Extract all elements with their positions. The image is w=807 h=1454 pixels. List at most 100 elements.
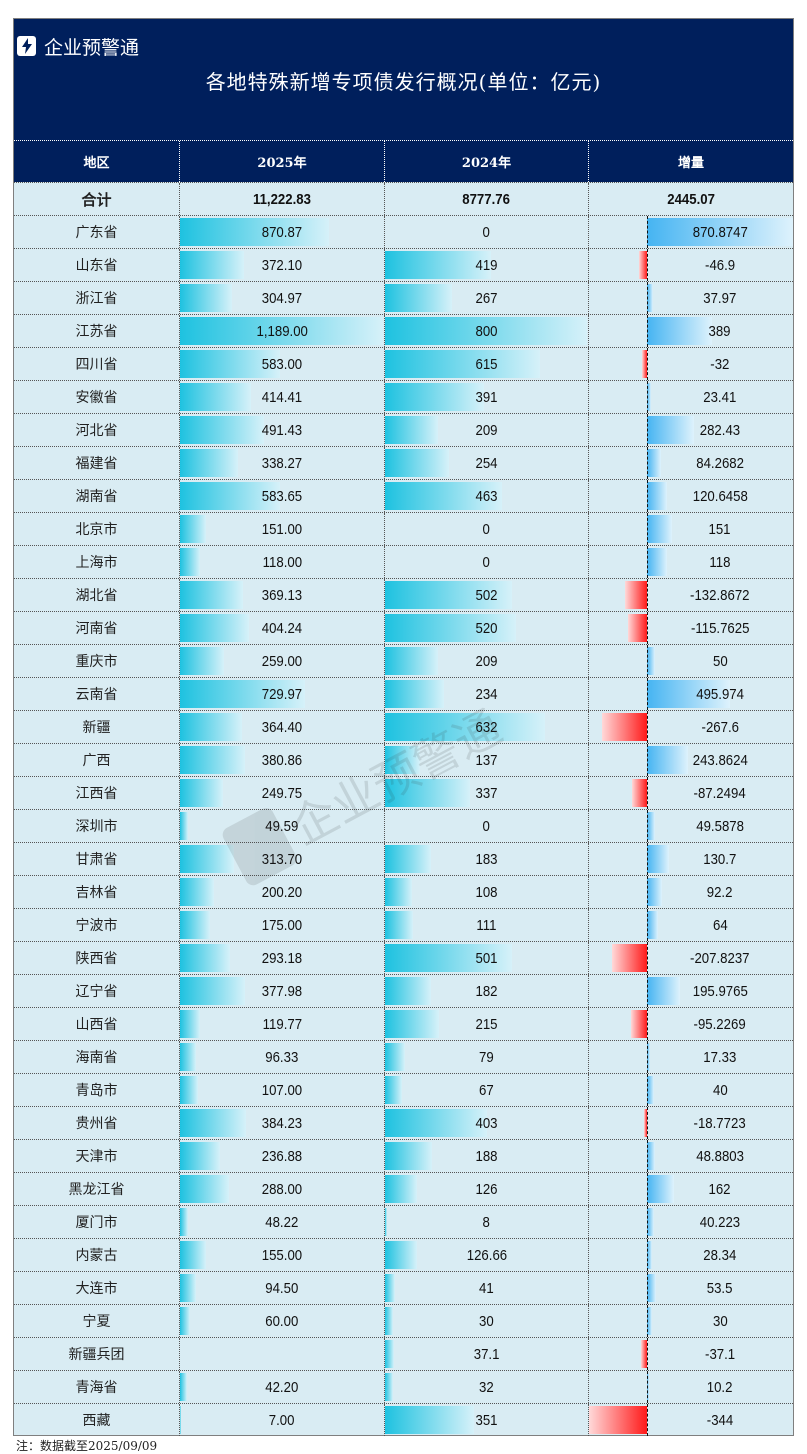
cell-increase: -207.8237 — [589, 942, 793, 974]
bar-2025 — [180, 1241, 207, 1269]
cell-increase: 84.2682 — [589, 447, 793, 479]
bar-2024 — [385, 1373, 394, 1401]
cell-2025: 7.00 — [180, 1404, 385, 1436]
table-row: 陕西省 293.18 501 -207.8237 — [14, 941, 793, 974]
value-2025: 380.86 — [261, 751, 303, 769]
table-row: 重庆市 259.00 209 50 — [14, 644, 793, 677]
increase-value-wrap: 17.33 — [647, 1041, 793, 1073]
cell-increase: 92.2 — [589, 876, 793, 908]
zero-axis — [647, 1404, 648, 1436]
bar-2025 — [180, 449, 238, 477]
cell-2025: 404.24 — [180, 612, 385, 644]
value-2025: 583.65 — [261, 487, 303, 505]
bar-2025 — [180, 1175, 230, 1203]
bar-2025 — [180, 1406, 182, 1434]
region-name: 贵州省 — [14, 1107, 180, 1139]
bar-increase-negative — [641, 350, 647, 378]
value-increase: -32 — [710, 355, 730, 373]
cell-increase: 49.5878 — [589, 810, 793, 842]
bar-2025 — [180, 1142, 221, 1170]
bar-increase-positive — [647, 284, 654, 312]
value-2025: 377.98 — [261, 982, 303, 1000]
bar-2024 — [385, 1010, 440, 1038]
footnote: 注：数据截至2025/09/09 — [16, 1439, 158, 1453]
value-increase: 243.8624 — [692, 751, 748, 769]
cell-2025: 107.00 — [180, 1074, 385, 1106]
table-row: 深圳市 49.59 0 49.5878 — [14, 809, 793, 842]
value-increase: 40.223 — [699, 1213, 741, 1231]
value-increase: -267.6 — [701, 718, 739, 736]
bar-increase-positive — [647, 878, 663, 906]
zero-axis — [647, 480, 648, 512]
value-2025: 96.33 — [265, 1048, 299, 1066]
lightning-icon — [17, 36, 36, 56]
zero-axis — [647, 909, 648, 941]
value-2024: 188 — [475, 1147, 498, 1165]
header-banner: 企业预警通 各地特殊新增专项债发行概况(单位：亿元) — [14, 19, 793, 140]
bar-2024 — [385, 1175, 417, 1203]
region-name: 江西省 — [14, 777, 180, 809]
zero-axis — [647, 1008, 648, 1040]
bar-2024 — [385, 1340, 395, 1368]
bar-increase-positive — [647, 977, 680, 1005]
bar-2025 — [180, 548, 201, 576]
cell-2025: 414.41 — [180, 381, 385, 413]
increase-value-wrap: -132.8672 — [647, 579, 793, 611]
increase-value-wrap: 49.5878 — [647, 810, 793, 842]
value-2025: 259.00 — [261, 652, 303, 670]
bar-2024 — [385, 746, 420, 774]
bar-increase-positive — [647, 1142, 656, 1170]
cell-2025: 304.97 — [180, 282, 385, 314]
cell-2024: 632 — [385, 711, 589, 743]
bar-increase-positive — [647, 1307, 653, 1335]
value-2024: 337 — [475, 784, 498, 802]
value-increase: 84.2682 — [696, 454, 744, 472]
cell-2024: 188 — [385, 1140, 589, 1172]
cell-2025: 96.33 — [180, 1041, 385, 1073]
value-2024: 615 — [475, 355, 498, 373]
value-2024: 0 — [482, 223, 491, 241]
value-2025: 48.22 — [265, 1213, 299, 1231]
cell-2025 — [180, 1338, 385, 1370]
value-2025: 94.50 — [265, 1279, 299, 1297]
region-name: 河北省 — [14, 414, 180, 446]
value-2024: 37.1 — [473, 1345, 500, 1363]
value-increase: 23.41 — [703, 388, 737, 406]
cell-2024: 0 — [385, 513, 589, 545]
cell-2025: 49.59 — [180, 810, 385, 842]
cell-increase: 37.97 — [589, 282, 793, 314]
value-2025: 236.88 — [261, 1147, 303, 1165]
bar-2025 — [180, 1076, 199, 1104]
value-increase: -87.2494 — [693, 784, 747, 802]
cell-2024: 30 — [385, 1305, 589, 1337]
total-increase-value: 2445.07 — [667, 190, 715, 208]
cell-2024: 800 — [385, 315, 589, 347]
value-2024: 632 — [475, 718, 498, 736]
increase-value-wrap: 40.223 — [647, 1206, 793, 1238]
cell-increase: 40.223 — [589, 1206, 793, 1238]
bar-increase-negative — [643, 1109, 647, 1137]
cell-increase: -344 — [589, 1404, 793, 1436]
cell-2025: 60.00 — [180, 1305, 385, 1337]
bar-increase-negative — [602, 713, 647, 741]
bar-2024 — [385, 284, 453, 312]
cell-increase: 130.7 — [589, 843, 793, 875]
table-row: 青海省 42.20 32 10.2 — [14, 1370, 793, 1403]
increase-value-wrap: 282.43 — [647, 414, 793, 446]
table-row: 山东省 372.10 419 -46.9 — [14, 248, 793, 281]
increase-value-wrap: 151 — [647, 513, 793, 545]
bar-2025 — [180, 1109, 246, 1137]
bar-increase-negative — [624, 581, 647, 609]
value-2024: 501 — [475, 949, 498, 967]
cell-2024: 183 — [385, 843, 589, 875]
region-name: 福建省 — [14, 447, 180, 479]
table-row: 宁波市 175.00 111 64 — [14, 908, 793, 941]
table-row: 浙江省 304.97 267 37.97 — [14, 281, 793, 314]
cell-2025: 729.97 — [180, 678, 385, 710]
cell-2025: 364.40 — [180, 711, 385, 743]
table-row: 新疆兵团 37.1 -37.1 — [14, 1337, 793, 1370]
value-2025: 119.77 — [262, 1015, 302, 1033]
bar-increase-positive — [647, 1208, 654, 1236]
table-row: 甘肃省 313.70 183 130.7 — [14, 842, 793, 875]
zero-axis — [647, 546, 648, 578]
